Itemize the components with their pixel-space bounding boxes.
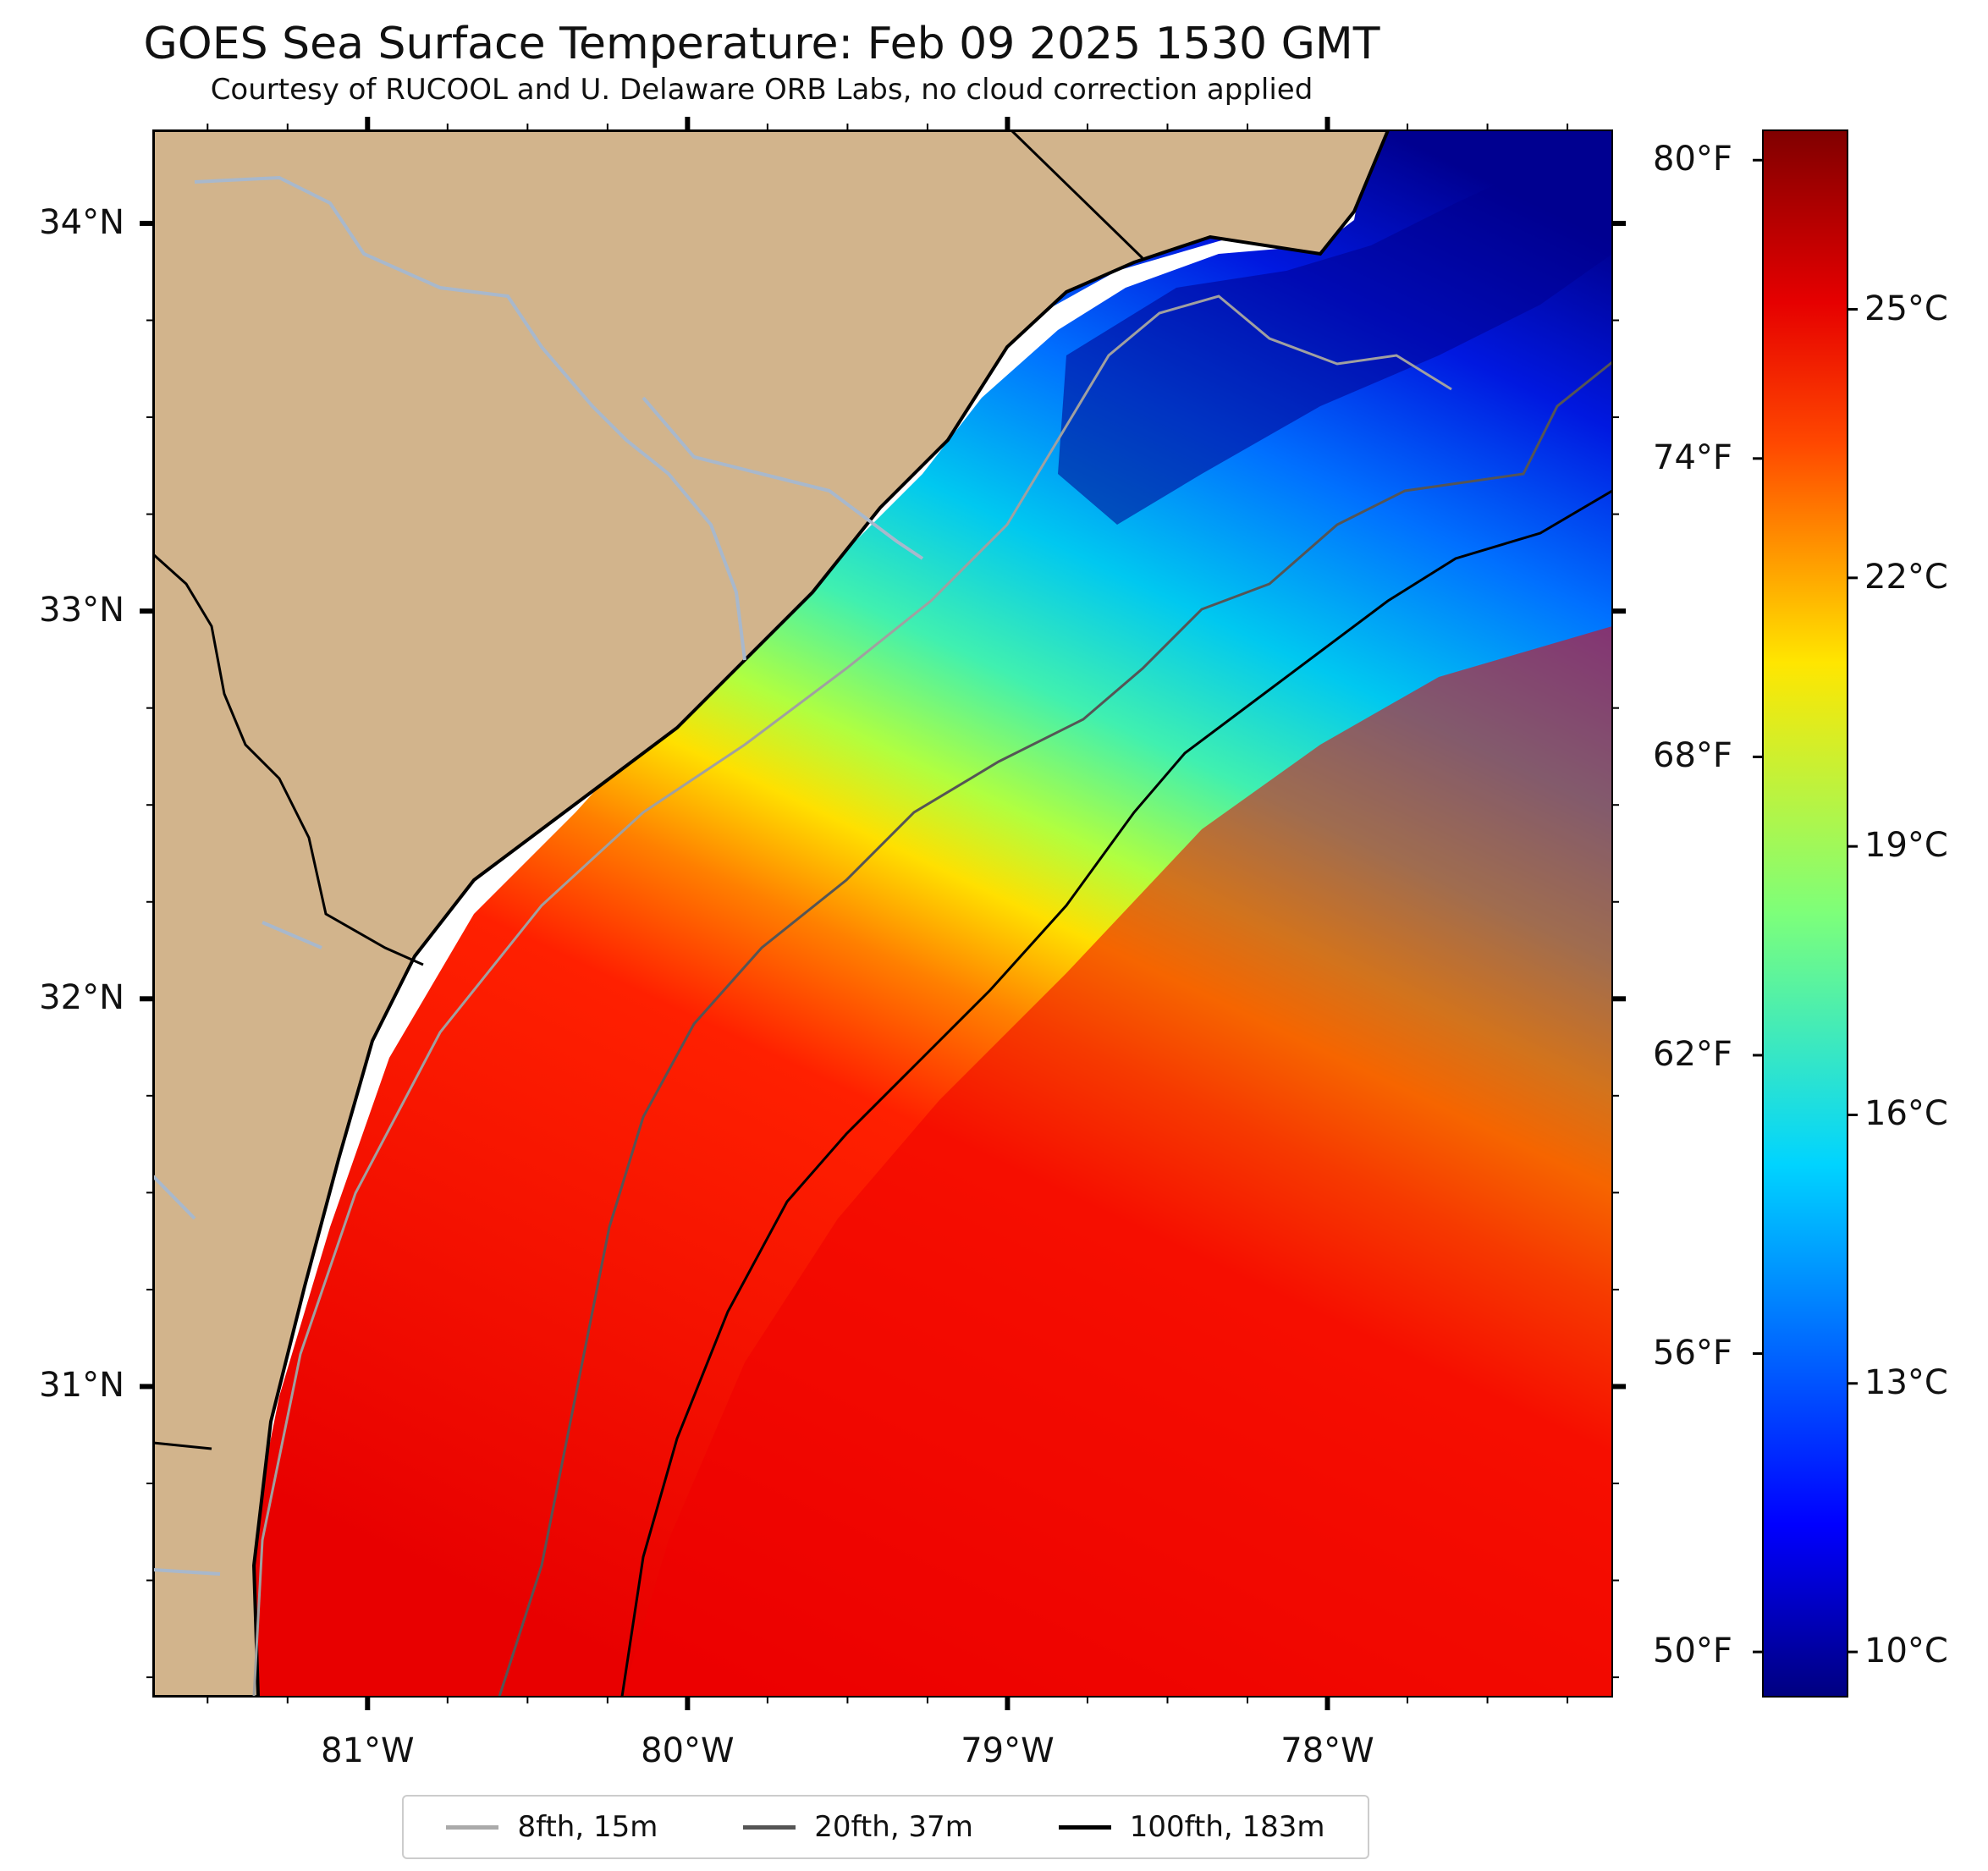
legend-entry-8fth: 8fth, 15m [446,1810,658,1844]
colorbar-celsius-label: 13°C [1864,1362,1948,1402]
isobath-legend: 8fth, 15m 20fth, 37m 100fth, 183m [402,1795,1369,1859]
isobath-8fth [252,294,1452,1697]
state-border [153,1441,212,1450]
lat-tick-label: 34°N [39,202,124,242]
lat-tick-label: 31°N [39,1366,124,1406]
nearshore-strip [222,130,1371,1697]
legend-swatch [1058,1824,1111,1830]
legend-label: 20fth, 37m [814,1810,973,1844]
cold-water-pocket [1058,130,1612,525]
legend-entry-20fth: 20fth, 37m [743,1810,973,1844]
chart-subtitle: Courtesy of RUCOOL and U. Delaware ORB L… [210,73,1313,107]
rivers [153,175,924,1576]
lon-tick-label: 78°W [1280,1731,1374,1770]
legend-swatch [743,1824,796,1830]
colorbar-fahrenheit-label: 62°F [1653,1034,1732,1074]
colorbar-celsius-label: 25°C [1864,289,1948,328]
colorbar-fahrenheit-label: 56°F [1653,1333,1732,1373]
lat-tick-label: 32°N [39,978,124,1018]
isobath-100fth [620,489,1612,1697]
colorbar-fahrenheit-label: 80°F [1653,140,1732,179]
legend-label: 8fth, 15m [517,1810,658,1844]
land-mass [153,130,1390,1697]
colorbar [1762,129,1848,1698]
gulf-stream-core [622,626,1612,1697]
colorbar-fahrenheit-label: 50°F [1653,1632,1732,1671]
lat-tick-label: 33°N [39,591,124,630]
colorbar-celsius-label: 16°C [1864,1094,1948,1134]
lon-tick-label: 80°W [641,1731,735,1770]
legend-label: 100fth, 183m [1129,1810,1325,1844]
colorbar-celsius-label: 10°C [1864,1632,1948,1671]
lon-tick-label: 79°W [961,1731,1055,1770]
chart-title: GOES Sea Surface Temperature: Feb 09 202… [143,19,1380,69]
isobath-20fth [498,360,1612,1697]
colorbar-fahrenheit-label: 74°F [1653,437,1732,477]
legend-entry-100fth: 100fth, 183m [1058,1810,1325,1844]
colorbar-celsius-label: 22°C [1864,557,1948,597]
lon-tick-label: 81°W [321,1731,415,1770]
map-frame [152,129,1613,1698]
state-border [1010,130,1144,260]
state-border [153,553,424,966]
colorbar-celsius-label: 19°C [1864,826,1948,866]
colorbar-fahrenheit-label: 68°F [1653,736,1732,776]
legend-swatch [446,1824,499,1830]
